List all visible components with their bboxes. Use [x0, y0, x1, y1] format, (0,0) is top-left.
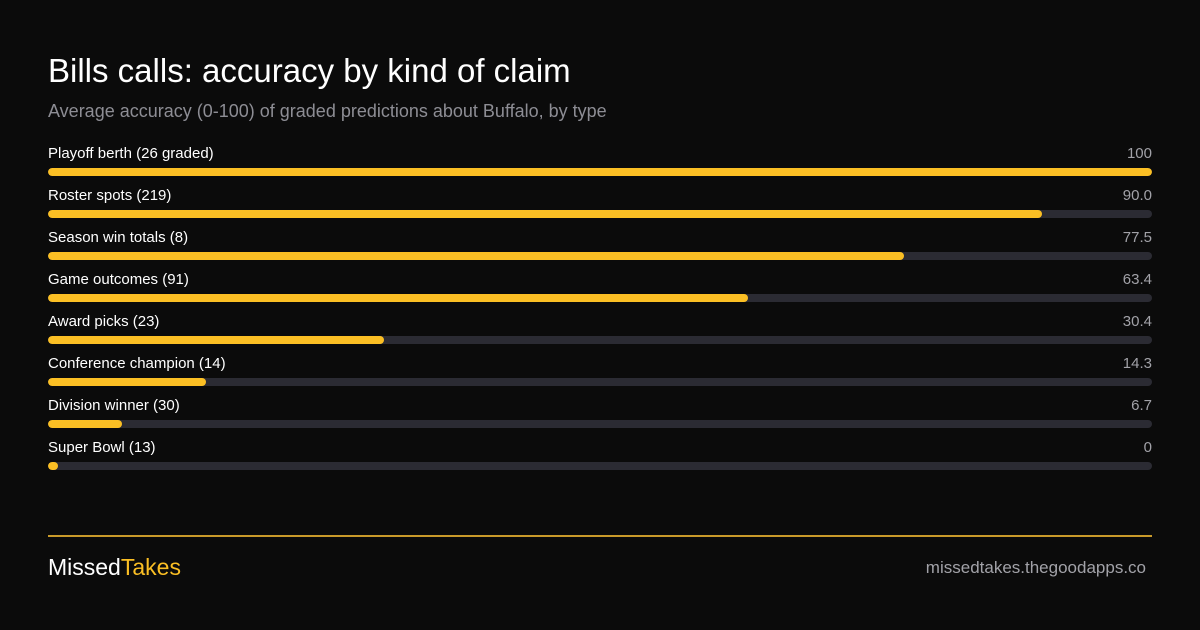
brand-logo: MissedTakes: [48, 553, 181, 581]
bar-track: [48, 210, 1152, 218]
bar-fill: [48, 252, 904, 260]
bar-row: Roster spots (219) 90.0: [48, 185, 1152, 227]
bar-value-label: 6.7: [1131, 397, 1152, 414]
site-url: missedtakes.thegoodapps.co: [925, 558, 1146, 577]
bar-row: Division winner (30) 6.7: [48, 395, 1152, 437]
bar-row: Super Bowl (13) 0: [48, 437, 1152, 479]
bar-row: Award picks (23) 30.4: [48, 311, 1152, 353]
bar-value-label: 30.4: [1122, 313, 1152, 330]
bar-track: [48, 294, 1152, 302]
bar-label: Super Bowl (13): [48, 439, 156, 456]
bar-fill: [48, 336, 384, 344]
bar-track: [48, 336, 1152, 344]
bar-fill: [48, 294, 748, 302]
bar-label: Roster spots (219): [48, 187, 172, 204]
bar-label: Playoff berth (26 graded): [48, 145, 214, 162]
bar-fill: [48, 378, 206, 386]
bar-fill: [48, 420, 122, 428]
brand-logo-missed: Missed: [48, 554, 121, 580]
brand-logo-takes: Takes: [120, 554, 181, 580]
chart-title: Bills calls: accuracy by kind of claim: [48, 52, 571, 89]
bar-track: [48, 168, 1152, 176]
bar-label: Season win totals (8): [48, 229, 189, 246]
bar-row: Conference champion (14) 14.3: [48, 353, 1152, 395]
bar-rows: Playoff berth (26 graded) 100 Roster spots…: [48, 143, 1152, 479]
bar-label: Division winner (30): [48, 397, 180, 414]
bar-fill: [48, 462, 58, 470]
bar-track: [48, 378, 1152, 386]
bar-track: [48, 462, 1152, 470]
bar-value-label: 0: [1143, 439, 1152, 456]
bar-row: Game outcomes (91) 63.4: [48, 269, 1152, 311]
bar-value-label: 100: [1126, 145, 1152, 162]
chart-subtitle: Average accuracy (0-100) of graded predi…: [48, 101, 607, 121]
bar-row: Playoff berth (26 graded) 100: [48, 143, 1152, 185]
bar-label: Game outcomes (91): [48, 271, 189, 288]
bar-label: Conference champion (14): [48, 355, 226, 372]
chart-card: Bills calls: accuracy by kind of claim A…: [48, 0, 1152, 630]
bar-fill: [48, 210, 1042, 218]
bar-row: Season win totals (8) 77.5: [48, 227, 1152, 269]
bar-track: [48, 420, 1152, 428]
footer-divider: [48, 535, 1152, 537]
bar-fill: [48, 168, 1152, 176]
bar-value-label: 90.0: [1122, 187, 1152, 204]
bar-value-label: 14.3: [1122, 355, 1152, 372]
bar-value-label: 77.5: [1122, 229, 1152, 246]
bar-track: [48, 252, 1152, 260]
bar-label: Award picks (23): [48, 313, 160, 330]
bar-value-label: 63.4: [1122, 271, 1152, 288]
